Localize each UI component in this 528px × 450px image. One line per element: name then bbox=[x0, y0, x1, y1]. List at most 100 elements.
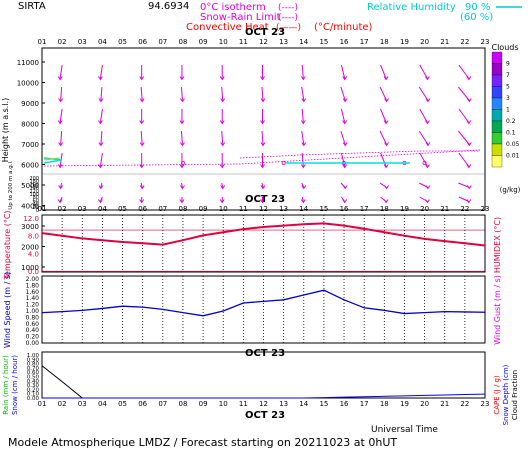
clouds-scale-swatch bbox=[491, 74, 503, 87]
height-tick-9000: 9000 bbox=[21, 100, 39, 108]
wind-arrow-head bbox=[57, 199, 63, 204]
legend-convective: Convective Heat bbox=[186, 22, 269, 33]
mid-hour-15: 15 bbox=[319, 205, 328, 213]
wind-arrow-head bbox=[466, 142, 472, 147]
bottom-hour-23: 23 bbox=[481, 400, 490, 408]
wind-arrow bbox=[419, 108, 428, 123]
wind-arrow-head bbox=[383, 120, 389, 125]
agl-tick-0: 0 bbox=[36, 208, 39, 214]
wind-arrow-head bbox=[300, 164, 306, 169]
wind-arrow-head bbox=[466, 185, 472, 190]
rain-tick-0.80: 0.80 bbox=[27, 362, 40, 368]
wind-arrow-head bbox=[342, 76, 348, 81]
clouds-scale-swatch bbox=[491, 51, 503, 64]
mid-hour-08: 08 bbox=[178, 205, 187, 213]
clouds-scale-swatch bbox=[491, 120, 503, 133]
wind-arrow-head bbox=[342, 120, 348, 125]
clouds-scale-swatch bbox=[491, 132, 503, 145]
legend-convective-symbol: (——) bbox=[276, 23, 301, 33]
date-label-bottom: OCT 23 bbox=[245, 410, 285, 421]
wind-arrow-head bbox=[260, 185, 266, 190]
mid-hour-02: 02 bbox=[58, 205, 67, 213]
agl-axis-label: Up to 200 m a.g.l. bbox=[8, 160, 14, 210]
snow-rain-line bbox=[239, 150, 480, 159]
wind-arrow-head bbox=[58, 98, 64, 103]
mid-hour-19: 19 bbox=[400, 205, 409, 213]
rain-tick-0.30: 0.30 bbox=[27, 383, 40, 389]
bottom-hour-01: 01 bbox=[38, 400, 47, 408]
mid-hour-14: 14 bbox=[299, 205, 308, 213]
wind-arrow bbox=[60, 86, 63, 101]
top-hour-23: 23 bbox=[481, 38, 490, 46]
wind-arrow-head bbox=[179, 164, 185, 169]
wind-arrow-head bbox=[342, 199, 348, 204]
wind-arrow-head bbox=[139, 98, 145, 103]
wind-arrow bbox=[301, 196, 304, 202]
wind-arrow-head bbox=[98, 185, 104, 190]
wind-arrow-head bbox=[466, 98, 472, 103]
top-hour-05: 05 bbox=[118, 38, 127, 46]
cloud-trace bbox=[43, 157, 61, 161]
wind-arrow-head bbox=[220, 98, 226, 103]
mid-hour-03: 03 bbox=[78, 205, 87, 213]
bottom-hour-16: 16 bbox=[340, 400, 349, 408]
height-tick-8000: 8000 bbox=[21, 121, 39, 129]
agl-tick-180: 180 bbox=[29, 179, 39, 185]
wind-arrow-head bbox=[179, 76, 185, 81]
bottom-hour-10: 10 bbox=[219, 400, 228, 408]
top-hour-19: 19 bbox=[400, 38, 409, 46]
mid-hour-17: 17 bbox=[360, 205, 369, 213]
date-label-wind: OCT 23 bbox=[245, 348, 285, 359]
rain-tick-0.40: 0.40 bbox=[27, 379, 40, 385]
wind-tick-0.00: 0.00 bbox=[26, 340, 40, 347]
mid-hour-16: 16 bbox=[340, 205, 349, 213]
wind-arrow-head bbox=[383, 199, 389, 204]
wind-arrow-head bbox=[342, 185, 348, 190]
wind-arrow bbox=[301, 64, 304, 79]
wind-arrow-head bbox=[300, 199, 306, 204]
top-hour-22: 22 bbox=[460, 38, 469, 46]
wind-arrow-head bbox=[139, 120, 145, 125]
wind-arrow bbox=[221, 130, 224, 145]
agl-tick-140: 140 bbox=[29, 186, 39, 192]
wind-arrow-head bbox=[260, 142, 266, 147]
mid-hour-07: 07 bbox=[158, 205, 167, 213]
wind-arrow-head bbox=[466, 76, 472, 81]
wind-arrow-head bbox=[384, 142, 389, 147]
wind-arrow-head bbox=[57, 164, 63, 169]
legend-isotherm: 0°C isotherm bbox=[200, 2, 266, 13]
wind-arrow bbox=[100, 86, 103, 101]
chart-panels: 01 02 03 04 05 06 07 08 09 10 11 12 13 14 15 16 17 18 19 20… bbox=[1, 27, 521, 425]
wind-tick-1.40: 1.40 bbox=[26, 295, 40, 302]
mid-hour-23: 23 bbox=[481, 205, 490, 213]
bottom-hour-17: 17 bbox=[360, 400, 369, 408]
wind-arrow bbox=[100, 130, 103, 145]
wind-arrow bbox=[60, 182, 63, 188]
mid-hour-11: 11 bbox=[239, 205, 248, 213]
wind-arrow bbox=[419, 64, 428, 79]
wind-arrow-head bbox=[425, 185, 431, 190]
wind-arrow bbox=[140, 130, 143, 145]
wind-arrow-head bbox=[384, 185, 389, 190]
clouds-scale-swatch bbox=[491, 143, 503, 156]
top-hour-15: 15 bbox=[319, 38, 328, 46]
bottom-hour-11: 11 bbox=[239, 400, 248, 408]
wind-arrow bbox=[340, 108, 346, 123]
wind-arrow-head bbox=[260, 164, 265, 169]
wind-arrow-head bbox=[383, 76, 389, 81]
top-hour-12: 12 bbox=[259, 38, 268, 46]
mid-hour-04: 04 bbox=[98, 205, 107, 213]
date-label-top: OCT 23 bbox=[245, 27, 285, 38]
wind-arrow bbox=[180, 86, 183, 101]
humidity-line-left bbox=[43, 157, 63, 164]
bottom-hour-03: 03 bbox=[78, 400, 87, 408]
wind-arrow bbox=[99, 108, 103, 123]
mid-hour-10: 10 bbox=[219, 205, 228, 213]
bottom-hour-07: 07 bbox=[158, 400, 167, 408]
agl-tick-100: 100 bbox=[29, 192, 39, 198]
clouds-scale-swatch bbox=[491, 86, 503, 99]
clouds-scale-label-3: 3 bbox=[506, 95, 510, 102]
wind-arrow-head bbox=[219, 120, 225, 125]
top-hour-01: 01 bbox=[38, 38, 47, 46]
